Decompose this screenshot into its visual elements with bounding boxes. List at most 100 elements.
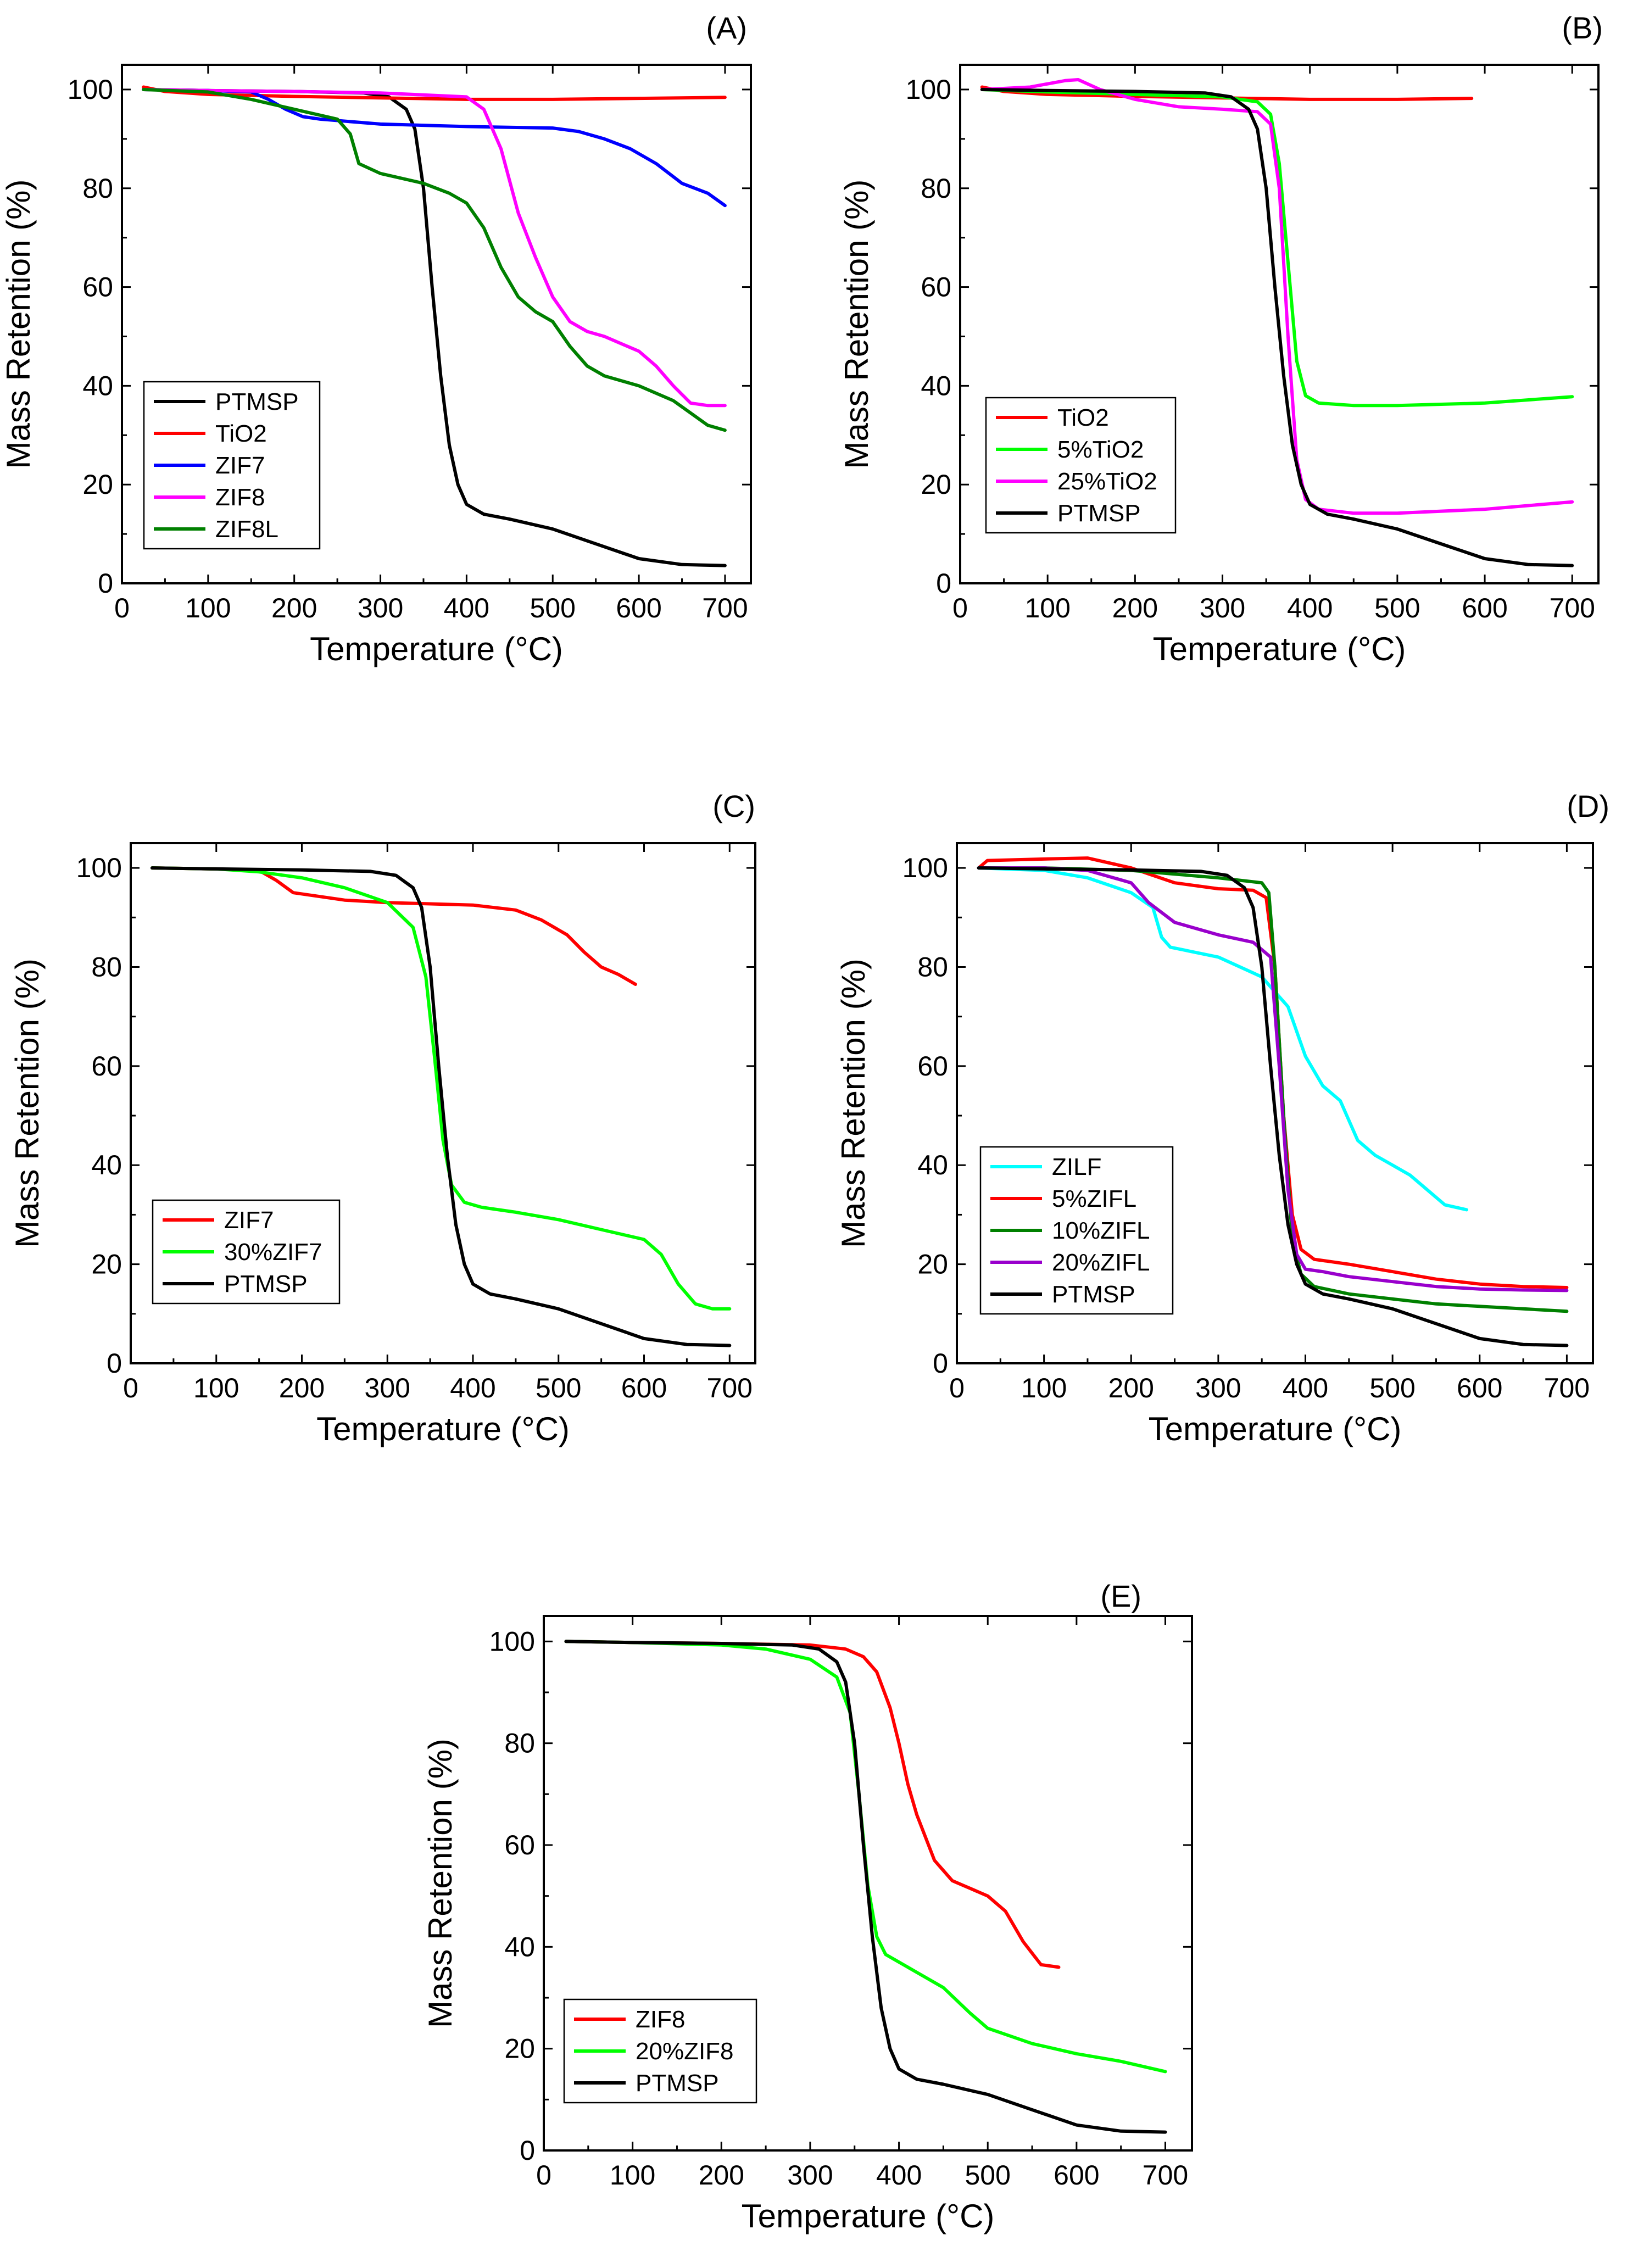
x-tick-label: 600 — [616, 593, 661, 623]
legend-label: ZIF8L — [215, 516, 278, 543]
y-tick-label: 20 — [504, 2033, 535, 2064]
y-tick-label: 100 — [68, 74, 113, 105]
legend-label: 30%ZIF7 — [224, 1239, 322, 1266]
x-tick-label: 500 — [530, 593, 576, 623]
x-tick-label: 600 — [1457, 1373, 1502, 1403]
y-axis-title: Mass Retention (%) — [835, 959, 872, 1248]
y-tick-label: 60 — [504, 1830, 535, 1860]
x-tick-label: 700 — [1143, 2160, 1188, 2191]
y-tick-label: 20 — [917, 1249, 948, 1280]
plot-frame — [959, 64, 1600, 584]
chart-panel-e: 0 100 200 300 400 500 600 700 0 20 40 60 80 100 Temper… — [422, 1579, 1193, 2234]
y-tick-label: 0 — [520, 2135, 535, 2166]
plot-frame — [130, 842, 756, 1364]
series-line-25pct-tio2 — [980, 78, 1574, 515]
legend-label: TiO2 — [215, 420, 267, 447]
y-tick-label: 0 — [936, 568, 951, 599]
chart-panel-c: 0 100 200 300 400 500 600 700 0 20 40 60 80 100 Temper… — [9, 789, 756, 1447]
series-line-20pct-zif8 — [564, 1640, 1167, 2074]
panel-label: (E) — [1100, 1579, 1141, 1613]
series-line-zif8 — [142, 88, 727, 408]
x-tick-label: 700 — [707, 1373, 753, 1403]
series-line-5pct-tio2 — [980, 88, 1574, 408]
series-line-zif7 — [150, 866, 637, 986]
x-tick-label: 300 — [787, 2160, 833, 2191]
series-line-zif7 — [142, 88, 727, 208]
plot-frame — [543, 1615, 1193, 2152]
chart-panel-b: 0 100 200 300 400 500 600 700 0 20 40 60 80 100 Temper… — [838, 10, 1603, 667]
x-tick-label: 400 — [444, 593, 489, 623]
series-line-20pct-zifl — [977, 866, 1569, 1292]
x-tick-label: 0 — [123, 1373, 138, 1403]
x-tick-label: 100 — [1021, 1373, 1067, 1403]
legend-label: ZIF8 — [636, 2006, 685, 2033]
y-tick-label: 80 — [917, 951, 948, 982]
x-axis-title: Temperature (°C) — [1149, 1411, 1402, 1447]
x-axis-title: Temperature (°C) — [742, 2198, 995, 2234]
legend: ZILF 5%ZIFL 10%ZIFL 20%ZIFL PTMSP — [979, 1146, 1174, 1315]
y-tick-label: 60 — [921, 272, 951, 303]
y-axis-title: Mass Retention (%) — [9, 959, 46, 1248]
legend-label: TiO2 — [1057, 404, 1109, 431]
series-line-ptmsp — [977, 866, 1569, 1347]
legend: TiO2 5%TiO2 25%TiO2 PTMSP — [985, 397, 1177, 534]
legend-label: PTMSP — [215, 388, 299, 415]
x-axis-title: Temperature (°C) — [1153, 631, 1406, 667]
x-tick-label: 600 — [621, 1373, 667, 1403]
chart-panel-d: 0 100 200 300 400 500 600 700 0 20 40 60 80 100 Temper… — [835, 789, 1609, 1447]
legend: PTMSP TiO2 ZIF7 ZIF8 ZIF8L — [143, 381, 321, 550]
y-tick-label: 40 — [917, 1150, 948, 1180]
y-tick-label: 80 — [921, 173, 951, 204]
x-tick-label: 300 — [1200, 593, 1245, 623]
series-line-zif8l — [142, 88, 727, 432]
x-tick-label: 200 — [271, 593, 317, 623]
y-tick-label: 60 — [82, 272, 113, 303]
legend-label: 5%ZIFL — [1052, 1185, 1136, 1212]
x-tick-label: 700 — [1544, 1373, 1590, 1403]
y-tick-label: 0 — [98, 568, 113, 599]
x-tick-label: 0 — [952, 593, 968, 623]
legend: ZIF7 30%ZIF7 PTMSP — [152, 1199, 341, 1305]
series-line-ptmsp — [150, 866, 732, 1347]
x-tick-label: 100 — [1024, 593, 1070, 623]
x-tick-label: 200 — [1108, 1373, 1154, 1403]
y-tick-label: 40 — [504, 1931, 535, 1962]
y-tick-label: 20 — [91, 1249, 122, 1280]
y-tick-label: 40 — [91, 1150, 122, 1180]
y-tick-label: 100 — [489, 1626, 535, 1657]
y-tick-label: 0 — [933, 1348, 948, 1379]
x-tick-label: 700 — [702, 593, 748, 623]
y-tick-label: 100 — [76, 852, 122, 883]
legend-label: ZIF7 — [215, 452, 265, 479]
x-axis-title: Temperature (°C) — [310, 631, 563, 667]
x-tick-label: 100 — [193, 1373, 239, 1403]
y-tick-label: 20 — [82, 469, 113, 500]
panel-label: (D) — [1567, 789, 1609, 823]
legend-label: 5%TiO2 — [1057, 436, 1144, 463]
y-tick-label: 20 — [921, 469, 951, 500]
series-line-ptmsp — [980, 88, 1574, 567]
series-line-ptmsp — [564, 1640, 1167, 2134]
x-tick-label: 300 — [358, 593, 403, 623]
x-tick-label: 100 — [610, 2160, 655, 2191]
legend: ZIF8 20%ZIF8 PTMSP — [563, 1998, 757, 2104]
x-tick-label: 0 — [536, 2160, 551, 2191]
y-tick-label: 80 — [91, 951, 122, 982]
legend-label: ZIF8 — [215, 484, 265, 511]
panel-label: (C) — [712, 789, 755, 823]
y-axis-title: Mass Retention (%) — [838, 180, 875, 469]
y-tick-label: 100 — [902, 852, 948, 883]
x-tick-label: 400 — [1283, 1373, 1328, 1403]
x-tick-label: 300 — [365, 1373, 410, 1403]
legend-label: ZIF7 — [224, 1207, 274, 1234]
series-line-zif8 — [564, 1640, 1061, 1969]
y-axis-title: Mass Retention (%) — [0, 180, 37, 469]
legend-label: ZILF — [1052, 1153, 1101, 1180]
y-tick-label: 0 — [107, 1348, 122, 1379]
x-tick-label: 600 — [1054, 2160, 1099, 2191]
legend-label: 25%TiO2 — [1057, 468, 1157, 495]
series-line-zilf — [977, 866, 1468, 1212]
y-tick-label: 60 — [917, 1051, 948, 1082]
legend-label: 10%ZIFL — [1052, 1217, 1150, 1244]
